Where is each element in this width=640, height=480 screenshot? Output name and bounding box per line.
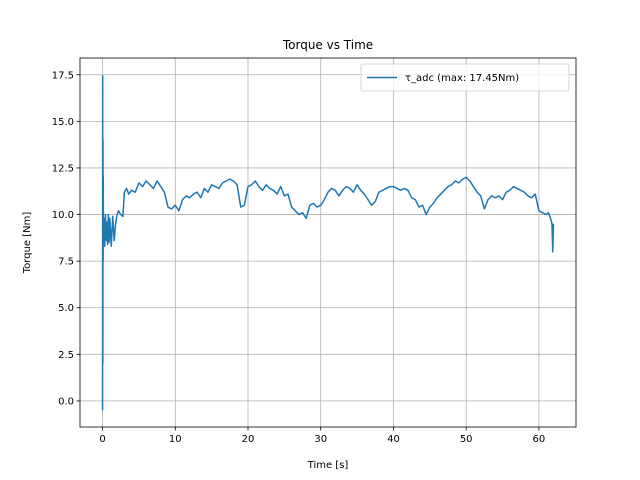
y-axis-ticks: 0.0 2.5 5.0 7.5 10.0 12.5 15.0 17.5 (52, 70, 80, 407)
x-tick-label: 50 (460, 434, 473, 445)
y-axis-label: Torque [Nm] (22, 212, 33, 275)
y-tick-label: 7.5 (58, 257, 74, 268)
y-tick-label: 17.5 (52, 70, 74, 81)
x-tick-label: 20 (242, 434, 255, 445)
legend-label: τ_adc (max: 17.45Nm) (405, 73, 519, 84)
x-tick-label: 0 (99, 434, 105, 445)
plot-frame (79, 57, 577, 428)
x-axis-ticks: 0 10 20 30 40 50 60 (99, 427, 545, 445)
y-tick-label: 15.0 (52, 117, 74, 128)
legend-box (360, 63, 570, 92)
x-tick-label: 60 (533, 434, 546, 445)
x-tick-label: 40 (387, 434, 400, 445)
series-layer (101, 74, 555, 411)
x-tick-label: 30 (314, 434, 327, 445)
series-line-torque (101, 74, 555, 411)
grid (80, 58, 576, 427)
y-tick-label: 12.5 (52, 163, 74, 174)
x-tick-label: 10 (169, 434, 182, 445)
y-tick-label: 0.0 (58, 396, 74, 407)
y-tick-label: 10.0 (52, 210, 74, 221)
legend: τ_adc (max: 17.45Nm) (360, 63, 570, 92)
y-tick-label: 5.0 (58, 303, 74, 314)
y-tick-label: 2.5 (58, 350, 74, 361)
x-axis-label: Time [s] (307, 460, 349, 471)
chart-title: Torque vs Time (282, 38, 373, 52)
